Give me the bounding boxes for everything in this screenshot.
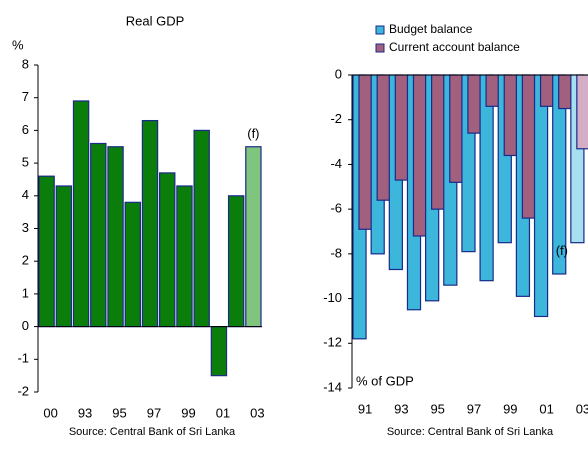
source: Source: Central Bank of Sri Lanka (387, 426, 554, 438)
bar (141, 119, 159, 328)
x-tick-label: 01 (216, 405, 230, 420)
bar (576, 74, 588, 150)
bar (38, 175, 55, 328)
bar (245, 146, 262, 328)
y-tick-label: 0 (22, 318, 29, 333)
bar (467, 74, 482, 134)
y-tick-label: 7 (22, 89, 29, 104)
y-axis-label: % of GDP (356, 373, 414, 388)
y-axis-label: % (12, 37, 24, 52)
x-tick-label: 03 (250, 405, 264, 420)
bar (90, 142, 107, 328)
bar (55, 185, 73, 328)
x-tick-label: 01 (539, 401, 553, 416)
bar (176, 185, 193, 328)
annotation: (f) (247, 126, 259, 141)
y-tick-label: -1 (17, 351, 29, 366)
y-tick-label: -14 (323, 379, 342, 394)
bar (227, 195, 245, 328)
y-tick-label: -8 (330, 245, 342, 260)
bar (394, 74, 409, 181)
bar (412, 74, 428, 237)
legend-label: Current account balance (389, 40, 520, 54)
bar (159, 172, 176, 328)
bar (193, 129, 210, 328)
x-tick-label: 99 (503, 401, 517, 416)
legend-swatch (375, 25, 385, 35)
bar (533, 74, 549, 318)
x-tick-label: 93 (394, 401, 408, 416)
bar (485, 74, 500, 107)
x-tick-label: 95 (430, 401, 444, 416)
y-tick-label: 6 (22, 122, 29, 137)
bar (431, 74, 446, 210)
bar (210, 326, 228, 377)
bar (107, 146, 124, 328)
y-tick-label: -10 (323, 290, 342, 305)
y-tick-label: 5 (22, 155, 29, 170)
bar (449, 74, 464, 183)
bar (558, 74, 573, 110)
y-tick-label: -2 (330, 111, 342, 126)
y-tick-label: 8 (22, 56, 29, 71)
bar (503, 74, 518, 157)
legend-swatch (375, 43, 385, 53)
x-tick-label: 95 (112, 405, 126, 420)
x-tick-label: 00 (43, 405, 57, 420)
bar (72, 100, 90, 328)
y-tick-label: 3 (22, 220, 29, 235)
source: Source: Central Bank of Sri Lanka (69, 426, 236, 438)
x-tick-label: 97 (467, 401, 481, 416)
bar (358, 74, 373, 230)
y-tick-label: 2 (22, 253, 29, 268)
x-tick-label: 97 (147, 405, 161, 420)
bar (376, 74, 391, 201)
annotation: (f) (556, 243, 568, 258)
bar (124, 201, 141, 328)
x-tick-label: 99 (181, 405, 195, 420)
x-tick-label: 91 (358, 401, 372, 416)
y-tick-label: 0 (335, 66, 342, 81)
chart-title: Real GDP (126, 13, 185, 28)
y-tick-label: 1 (22, 285, 29, 300)
y-tick-label: -6 (330, 201, 342, 216)
y-tick-label: -4 (330, 156, 342, 171)
bar (539, 74, 555, 107)
x-tick-label: 93 (78, 405, 92, 420)
y-tick-label: 4 (22, 187, 29, 202)
bar (521, 74, 537, 219)
legend-label: Budget balance (389, 22, 473, 36)
y-tick-label: -2 (17, 383, 29, 398)
y-tick-label: -12 (323, 335, 342, 350)
x-tick-label: 03 (576, 401, 588, 416)
